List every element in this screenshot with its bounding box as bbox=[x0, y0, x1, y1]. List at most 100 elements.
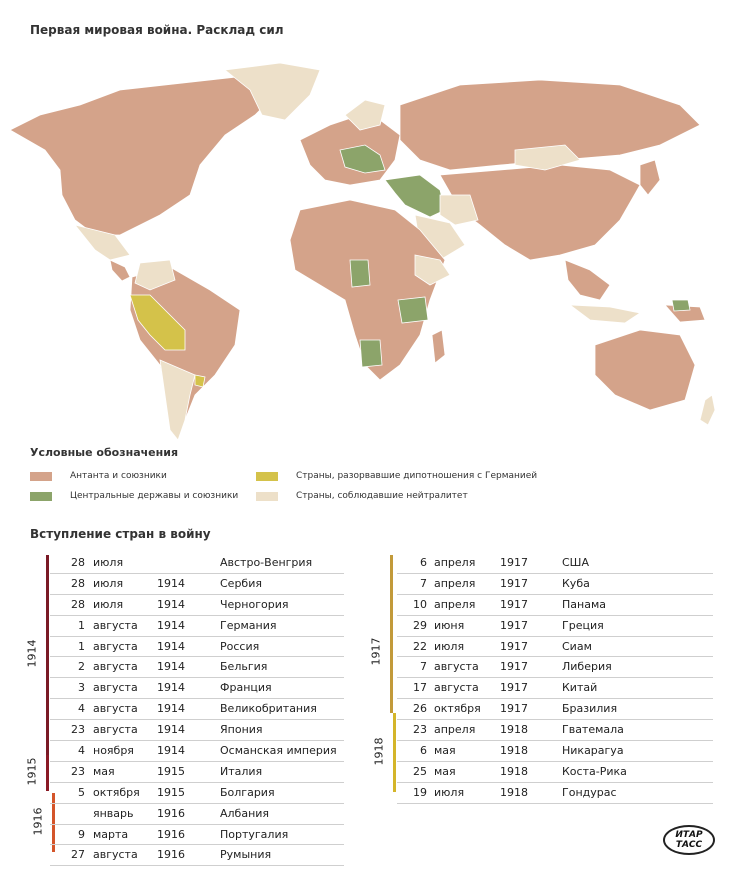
year-label-1914: 1914 bbox=[25, 639, 39, 668]
row-month: мая bbox=[434, 744, 456, 758]
row-day: 5 bbox=[78, 785, 85, 799]
map-madagascar bbox=[431, 329, 446, 364]
row-year: 1917 bbox=[500, 576, 528, 590]
table-row: 4 августа 1914 Великобритания bbox=[50, 699, 344, 721]
map-south-america-neutral bbox=[159, 359, 196, 441]
legend-swatch-broke bbox=[256, 471, 278, 481]
year-bar-1916 bbox=[52, 793, 55, 852]
row-month: ноября bbox=[93, 744, 134, 758]
table-row: 1 августа 1914 Россия bbox=[50, 637, 344, 658]
row-day: 17 bbox=[413, 681, 427, 695]
row-year: 1914 bbox=[157, 723, 185, 737]
row-country: Коста-Рика bbox=[562, 764, 627, 778]
map-central-powers-europe bbox=[339, 144, 386, 174]
row-day: 7 bbox=[420, 576, 427, 590]
table-row: 27 августа 1916 Румыния bbox=[50, 845, 344, 867]
row-day: 22 bbox=[413, 639, 427, 653]
table-row: 29 июня 1917 Греция bbox=[397, 616, 713, 637]
row-year: 1916 bbox=[157, 848, 185, 862]
row-country: Болгария bbox=[220, 785, 275, 799]
row-country: Гватемала bbox=[562, 723, 624, 737]
row-day: 3 bbox=[78, 681, 85, 695]
row-year: 1916 bbox=[157, 806, 185, 820]
row-month: январь bbox=[93, 806, 134, 820]
row-year: 1914 bbox=[157, 639, 185, 653]
year-label-1916: 1916 bbox=[31, 807, 45, 836]
row-month: июня bbox=[434, 618, 465, 632]
row-day: 26 bbox=[413, 702, 427, 716]
map-persia bbox=[439, 194, 479, 226]
table-row: 28 июля 1914 Сербия bbox=[50, 574, 344, 595]
row-month: апреля bbox=[434, 723, 476, 737]
row-year: 1916 bbox=[157, 827, 185, 841]
row-year: 1918 bbox=[500, 744, 528, 758]
table-row: 7 августа 1917 Либерия bbox=[397, 657, 713, 679]
table-row: 22 июля 1917 Сиам bbox=[397, 637, 713, 658]
map-southeast-asia bbox=[564, 259, 611, 301]
table-row: 1 августа 1914 Германия bbox=[50, 616, 344, 637]
row-month: августа bbox=[93, 723, 138, 737]
map-peru-bolivia bbox=[129, 294, 186, 351]
row-country: Япония bbox=[220, 723, 263, 737]
row-country: Португалия bbox=[220, 827, 289, 841]
map-greenland bbox=[224, 62, 321, 121]
row-country: Бразилия bbox=[562, 702, 618, 716]
row-year: 1915 bbox=[157, 764, 185, 778]
row-day: 23 bbox=[71, 723, 85, 737]
legend-central: Центральные державы и союзники bbox=[30, 491, 238, 501]
table-row: 23 апреля 1918 Гватемала bbox=[397, 720, 713, 742]
row-month: августа bbox=[93, 618, 138, 632]
row-day: 6 bbox=[420, 744, 427, 758]
row-year: 1917 bbox=[500, 660, 528, 674]
row-day: 25 bbox=[413, 764, 427, 778]
table-row: 6 апреля 1917 США bbox=[397, 553, 713, 574]
row-country: Куба bbox=[562, 576, 590, 590]
table-row: 10 апреля 1917 Панама bbox=[397, 595, 713, 616]
row-month: июля bbox=[434, 639, 465, 653]
row-year: 1914 bbox=[157, 681, 185, 695]
row-month: марта bbox=[93, 827, 129, 841]
row-day: 27 bbox=[71, 848, 85, 862]
row-year: 1917 bbox=[500, 597, 528, 611]
map-africa bbox=[289, 199, 446, 381]
row-month: мая bbox=[434, 764, 456, 778]
row-country: Румыния bbox=[220, 848, 272, 862]
map-mongolia bbox=[514, 144, 581, 171]
year-bar-1915 bbox=[46, 755, 49, 791]
row-month: августа bbox=[93, 702, 138, 716]
row-year: 1914 bbox=[157, 576, 185, 590]
table-row: 2 августа 1914 Бельгия bbox=[50, 657, 344, 679]
row-month: апреля bbox=[434, 576, 476, 590]
row-day: 23 bbox=[71, 764, 85, 778]
legend-title: Условные обозначения bbox=[30, 446, 179, 459]
row-year: 1914 bbox=[157, 618, 185, 632]
map-north-america bbox=[9, 74, 281, 236]
year-label-1918: 1918 bbox=[372, 737, 386, 766]
itar-tass-logo: ИТАР ТАСС bbox=[663, 825, 715, 855]
legend-label-entente: Антанта и союзники bbox=[70, 471, 167, 481]
row-month: августа bbox=[434, 681, 479, 695]
row-day: 7 bbox=[420, 660, 427, 674]
row-country: Франция bbox=[220, 681, 272, 695]
row-month: октября bbox=[93, 785, 140, 799]
row-country: Сиам bbox=[562, 639, 592, 653]
table-row: 26 октября 1917 Бразилия bbox=[397, 699, 713, 721]
map-new-zealand bbox=[699, 394, 716, 426]
table-row: 25 мая 1918 Коста-Рика bbox=[397, 762, 713, 783]
map-mexico bbox=[73, 224, 131, 261]
table-row: 28 июля Австро-Венгрия bbox=[50, 553, 344, 574]
row-country: Османская империя bbox=[220, 744, 337, 758]
row-year: 1917 bbox=[500, 639, 528, 653]
map-central-america bbox=[109, 259, 131, 282]
table-row: 9 марта 1916 Португалия bbox=[50, 825, 344, 846]
row-year: 1918 bbox=[500, 723, 528, 737]
year-bar-1917 bbox=[390, 555, 393, 713]
row-year: 1917 bbox=[500, 556, 528, 569]
map-indonesia bbox=[568, 304, 642, 324]
row-day: 28 bbox=[71, 597, 85, 611]
row-day: 10 bbox=[413, 597, 427, 611]
map-venezuela-colombia bbox=[134, 259, 176, 291]
row-country: Никарагуа bbox=[562, 744, 624, 758]
row-year: 1918 bbox=[500, 785, 528, 799]
year-bar-1918 bbox=[393, 713, 396, 792]
